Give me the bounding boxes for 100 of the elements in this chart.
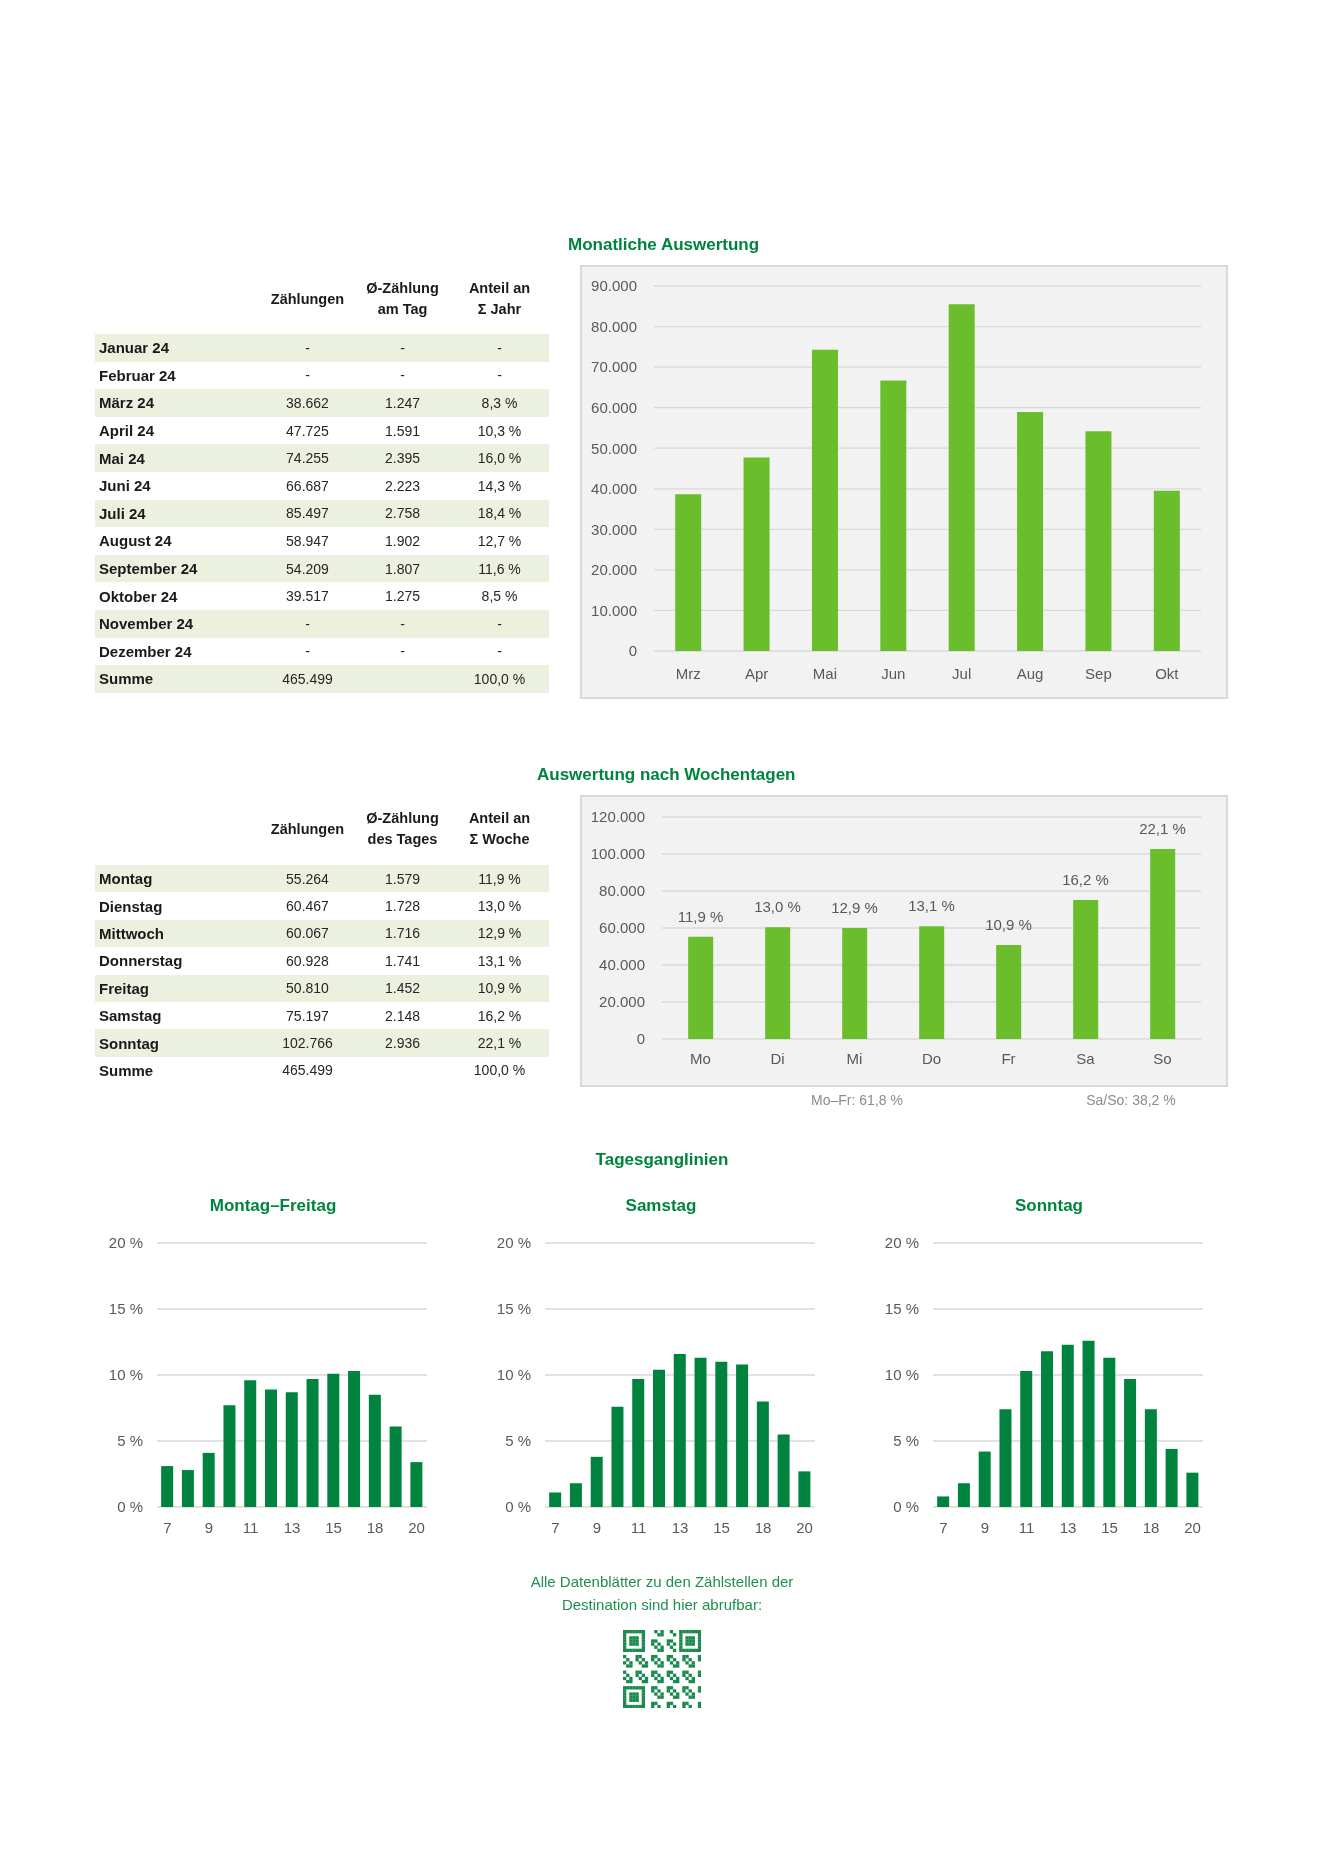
category-label: August 24 [98, 532, 173, 550]
text: Sa/So: 38,2 % [1085, 1091, 1177, 1110]
bar [549, 1492, 562, 1507]
bar [410, 1462, 423, 1507]
x-tick-label: 15 [1101, 1518, 1118, 1536]
data-label: 1.716 [383, 925, 421, 942]
x-tick-label: 9 [980, 1518, 990, 1536]
y-tick-label: 10 % [108, 1366, 143, 1384]
bar [675, 494, 702, 651]
bar [811, 349, 838, 651]
text: Alle Datenblätter zu den Zählstellen der Destination sind hier abrufbar: [529, 1572, 795, 1615]
category-label: Freitag [98, 979, 150, 997]
y-tick-label: 120.000 [590, 808, 645, 826]
data-label: 465.499 [281, 670, 334, 687]
bar [957, 1483, 970, 1507]
y-tick-label: 100.000 [590, 845, 645, 863]
category-label: Mittwoch [98, 924, 165, 942]
text: Zählungen [269, 289, 346, 309]
x-tick-label: 7 [939, 1518, 948, 1536]
bar [1124, 1378, 1137, 1507]
x-tick-label: Di [770, 1049, 785, 1067]
chart-title: Auswertung nach Wochentagen [537, 764, 796, 786]
bar [715, 1361, 728, 1507]
annotation: 12,9 % [830, 897, 879, 918]
bar [937, 1496, 950, 1507]
y-tick-label: 0 % [505, 1498, 531, 1516]
category-label: Sonntag [98, 1034, 160, 1052]
x-tick-label: Jun [881, 664, 906, 682]
category-label: Montag [98, 870, 154, 888]
data-label: 8,5 % [480, 588, 519, 605]
chart-title: Sonntag [1014, 1195, 1084, 1217]
data-label: - [304, 339, 311, 356]
x-tick-label: So [1153, 1049, 1172, 1067]
data-label: 66.687 [285, 477, 330, 494]
annotation: 22,1 % [1138, 818, 1187, 839]
bar [327, 1373, 340, 1507]
category-label: April 24 [98, 422, 156, 440]
category-label: Februar 24 [98, 366, 177, 384]
data-label: 18,4 % [476, 505, 523, 522]
data-label: 1.902 [383, 532, 421, 549]
category-label: September 24 [98, 560, 199, 578]
y-tick-label: 90.000 [591, 277, 637, 295]
bar [1103, 1357, 1116, 1507]
bar [1020, 1371, 1033, 1507]
x-tick-label: 18 [1142, 1518, 1160, 1536]
bar [1017, 411, 1044, 651]
x-tick-label: Mai [812, 664, 838, 682]
data-label: 2.936 [383, 1035, 421, 1052]
data-label: 1.741 [383, 952, 421, 969]
y-tick-label: 20 % [884, 1234, 919, 1252]
x-tick-label: 7 [163, 1518, 172, 1536]
x-tick-label: Sa [1076, 1049, 1096, 1067]
x-tick-label: 18 [366, 1518, 384, 1536]
y-tick-label: 0 [628, 642, 637, 660]
y-tick-label: 15 % [108, 1300, 143, 1318]
data-label: 1.591 [383, 422, 421, 439]
category-label: Summe [98, 670, 155, 688]
annotation: 16,2 % [1061, 869, 1110, 890]
data-label: 1.247 [383, 394, 421, 411]
y-tick-label: 60.000 [591, 398, 637, 416]
data-label: 16,2 % [476, 1007, 523, 1024]
bar [611, 1406, 624, 1507]
x-tick-label: 20 [408, 1518, 425, 1536]
data-label: - [496, 367, 503, 384]
series-label: Zählungen [269, 819, 346, 839]
bar [202, 1452, 215, 1507]
data-label: 1.807 [383, 560, 421, 577]
bar [756, 1401, 769, 1507]
y-tick-label: 10 % [884, 1366, 919, 1384]
data-label: 74.255 [285, 450, 330, 467]
y-tick-label: 80.000 [599, 882, 645, 900]
y-tick-label: 15 % [884, 1300, 919, 1318]
bar [1153, 490, 1180, 651]
text: Mo–Fr: 61,8 % [810, 1091, 904, 1110]
y-tick-label: 80.000 [591, 317, 637, 335]
y-tick-label: 5 % [505, 1432, 531, 1450]
category-label: Donnerstag [98, 952, 184, 970]
y-tick-label: 40.000 [591, 480, 637, 498]
data-label: - [399, 367, 406, 384]
category-label: Dienstag [98, 897, 164, 915]
chart-title: Samstag [624, 1195, 698, 1217]
bar [1186, 1472, 1199, 1507]
bar [1061, 1344, 1074, 1507]
bar [161, 1466, 174, 1507]
y-tick-label: 20 % [496, 1234, 531, 1252]
y-tick-label: 70.000 [591, 358, 637, 376]
bar [1082, 1340, 1095, 1507]
x-tick-label: 15 [325, 1518, 342, 1536]
annotation: 13,0 % [753, 897, 802, 918]
bar [1150, 848, 1176, 1039]
chart-title: Monatliche Auswertung [568, 234, 760, 256]
y-tick-label: 60.000 [599, 919, 645, 937]
data-label: 1.452 [383, 980, 421, 997]
y-tick-label: 10.000 [591, 601, 637, 619]
bar [181, 1470, 194, 1507]
text: Ø-Zählung des Tages [365, 809, 440, 849]
x-tick-label: Fr [1001, 1049, 1016, 1067]
data-label: 22,1 % [476, 1035, 523, 1052]
bar [590, 1456, 603, 1507]
data-label: 12,7 % [476, 532, 523, 549]
